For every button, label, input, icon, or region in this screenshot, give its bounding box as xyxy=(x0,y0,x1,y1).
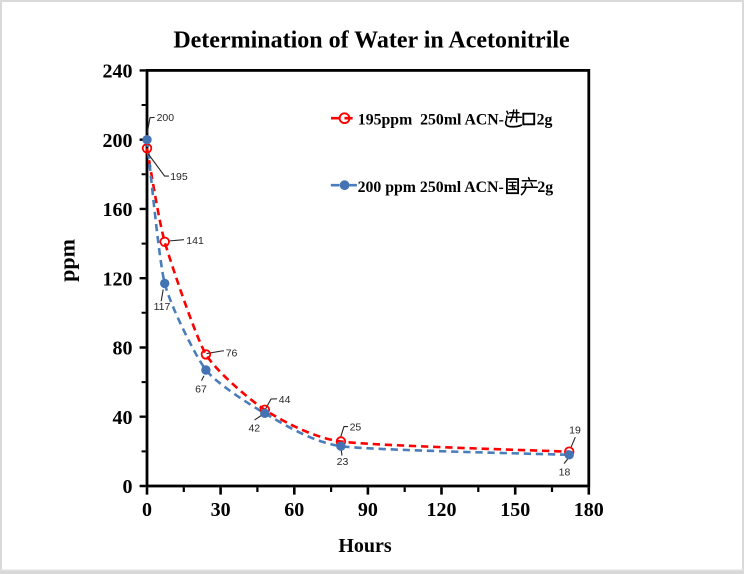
svg-text:200 ppm 250ml ACN-: 200 ppm 250ml ACN- xyxy=(358,179,504,196)
svg-text:150: 150 xyxy=(500,499,530,521)
svg-text:23: 23 xyxy=(337,456,349,468)
svg-text:25: 25 xyxy=(350,422,362,434)
svg-text:42: 42 xyxy=(248,422,260,434)
svg-text:76: 76 xyxy=(226,347,238,359)
svg-text:141: 141 xyxy=(186,235,204,247)
svg-text:200: 200 xyxy=(157,112,175,124)
svg-text:19: 19 xyxy=(569,425,581,437)
svg-text:0: 0 xyxy=(123,476,133,498)
svg-text:200: 200 xyxy=(103,130,133,152)
svg-text:44: 44 xyxy=(279,394,291,406)
svg-text:180: 180 xyxy=(574,499,604,521)
svg-text:117: 117 xyxy=(154,301,171,313)
svg-text:195ppm 250ml ACN-: 195ppm 250ml ACN- xyxy=(358,111,504,128)
svg-text:160: 160 xyxy=(103,199,133,221)
svg-text:30: 30 xyxy=(211,499,231,521)
svg-text:195: 195 xyxy=(170,171,188,183)
svg-text:240: 240 xyxy=(103,61,133,83)
svg-text:120: 120 xyxy=(103,268,133,290)
svg-text:60: 60 xyxy=(284,499,304,521)
svg-text:Determination of Water in Acet: Determination of Water in Acetonitrile xyxy=(173,27,570,53)
svg-text:2g: 2g xyxy=(537,111,553,128)
svg-text:90: 90 xyxy=(358,499,378,521)
svg-text:Hours: Hours xyxy=(338,535,392,557)
svg-text:2g: 2g xyxy=(537,179,553,196)
svg-text:80: 80 xyxy=(113,338,133,360)
svg-text:0: 0 xyxy=(142,499,152,521)
svg-text:67: 67 xyxy=(195,383,207,395)
svg-text:18: 18 xyxy=(559,466,571,478)
svg-text:ppm: ppm xyxy=(55,239,80,282)
svg-text:120: 120 xyxy=(427,499,457,521)
svg-text:40: 40 xyxy=(113,407,133,429)
